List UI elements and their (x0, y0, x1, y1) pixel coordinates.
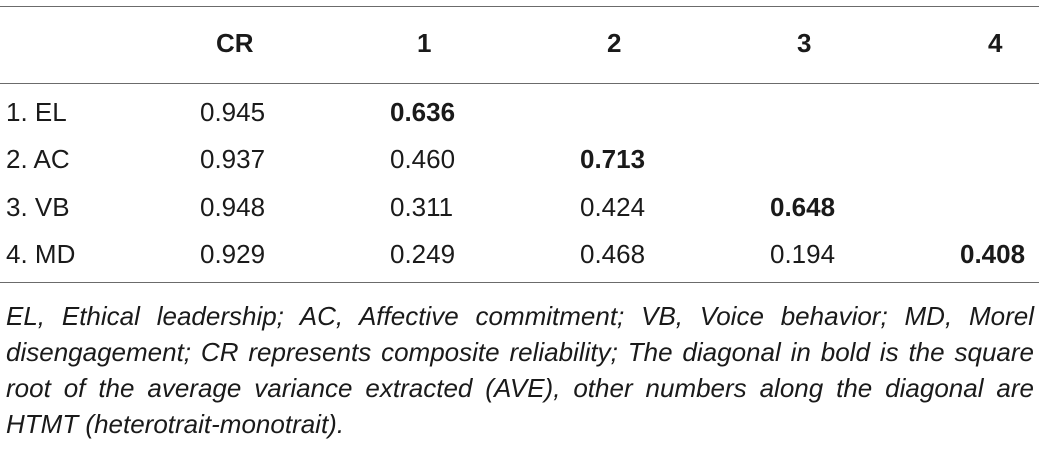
cr-value: 0.948 (200, 192, 266, 222)
table-cell: 0.311 (390, 192, 454, 222)
column-header-1: 1 (417, 28, 432, 58)
diagonal-value: 0.713 (580, 144, 646, 174)
diagonal-value: 0.636 (390, 97, 456, 127)
table-bottom-rule (0, 282, 1039, 283)
table-header-rule (0, 83, 1039, 84)
row-label: 3. VB (6, 192, 70, 222)
cr-value: 0.929 (200, 239, 266, 269)
table-footnote: EL, Ethical leadership; AC, Affective co… (6, 301, 1034, 439)
column-header-4: 4 (988, 28, 1003, 58)
column-header-2: 2 (607, 28, 622, 58)
column-header-cr: CR (216, 28, 254, 58)
table-cell: 0.468 (580, 239, 646, 269)
row-label: 4. MD (6, 239, 76, 269)
table-top-rule (0, 6, 1039, 7)
diagonal-value: 0.648 (770, 192, 836, 222)
row-label: 2. AC (6, 144, 70, 174)
table-cell: 0.194 (770, 239, 836, 269)
column-header-3: 3 (797, 28, 812, 58)
cr-value: 0.945 (200, 97, 266, 127)
cr-value: 0.937 (200, 144, 266, 174)
table-cell: 0.424 (580, 192, 646, 222)
row-label: 1. EL (6, 97, 67, 127)
table-cell: 0.460 (390, 144, 456, 174)
table-cell: 0.249 (390, 239, 456, 269)
diagonal-value: 0.408 (960, 239, 1026, 269)
